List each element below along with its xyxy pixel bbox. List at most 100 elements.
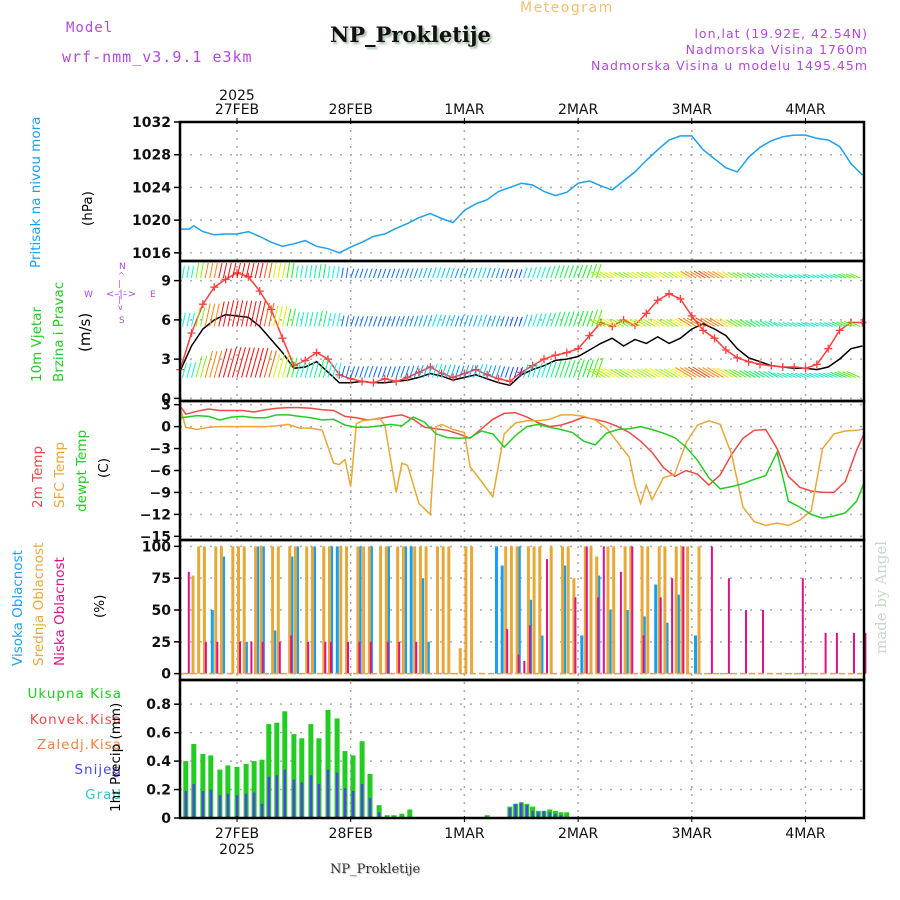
cloud-bar-srednja-oblacnost (322, 546, 326, 674)
cloud-bar-niska-oblacnost (204, 641, 207, 674)
cloud-bar-visoka-oblacnost (404, 546, 408, 674)
wind-arrow (432, 267, 437, 279)
wind-arrow (632, 368, 647, 378)
cloud-bar-niska-oblacnost (398, 641, 401, 674)
cloud-bar-niska-oblacnost (853, 632, 855, 674)
wind-arrow (500, 268, 505, 279)
wind-arrow (295, 312, 300, 327)
wind-arrow (668, 271, 679, 279)
wind-arrow (559, 265, 565, 279)
cloud-bar-visoka-oblacnost (256, 546, 260, 674)
compass-arrows-icon: <–|–> (106, 289, 137, 300)
wind-arrow (504, 366, 510, 378)
wind-arrow (518, 316, 523, 327)
cloud-bar-srednja-oblacnost (384, 546, 388, 674)
wind-arrow (213, 303, 220, 327)
wind-arrow (204, 351, 213, 378)
wind-arrow (427, 315, 433, 327)
wind-arrow (395, 365, 401, 378)
precip-bar-snijeg (554, 813, 557, 818)
wind-arrow (672, 368, 688, 378)
wind-arrow (541, 362, 548, 378)
wind-arrow (304, 312, 309, 327)
wind-arrow (687, 366, 706, 378)
wind-arrow (613, 271, 624, 279)
wind-arrow (259, 347, 269, 378)
cloud-bar-srednja-oblacnost (219, 546, 223, 674)
wind-arrow (209, 303, 216, 327)
wind-arrow (837, 273, 847, 279)
wind-arrow (195, 307, 201, 327)
wind-arrow (277, 262, 282, 279)
wind-arrow (647, 318, 661, 327)
wind-arrow (204, 262, 209, 279)
wind-arrow (218, 301, 225, 327)
cloud-bar-niska-oblacnost (619, 571, 622, 674)
wind-arrow (563, 265, 570, 279)
cloud-bar-srednja-oblacnost (663, 546, 667, 674)
cloud-bar-srednja-oblacnost (561, 546, 564, 674)
wind-arrow (824, 274, 833, 279)
wind-arrow (295, 265, 299, 279)
cloud-bar-niska-oblacnost (585, 546, 588, 674)
wind-arrow (404, 365, 410, 378)
precip-bar-ukupna-kisa (291, 734, 297, 818)
wind-arrow (659, 368, 674, 378)
wind-arrow (332, 362, 338, 378)
cloud-bar-srednja-oblacnost (242, 546, 246, 674)
wind-arrow (218, 348, 228, 378)
wind-arrow (772, 372, 783, 378)
wind-arrow (209, 262, 214, 279)
bottom-date-label: 3MAR (672, 826, 713, 842)
cloud-bar-niska-oblacnost (546, 559, 548, 674)
wind-arrow (477, 364, 484, 378)
cloud-bar-srednja-oblacnost (629, 546, 633, 674)
wind-arrow (454, 268, 460, 279)
wind-arrow (672, 271, 683, 279)
wind-arrow (523, 267, 528, 279)
precip-bar-ukupna-kisa (316, 738, 322, 818)
wind-arrow (309, 265, 313, 279)
wind-arrow (372, 366, 378, 378)
wind-arrow (820, 274, 829, 279)
precip-bar-snijeg (252, 792, 256, 818)
wind-arrow (318, 264, 322, 279)
precip-bar-snijeg (326, 769, 330, 818)
wind-arrow (595, 368, 611, 378)
top-date-label: 3MAR (672, 102, 713, 118)
cloud-bar-srednja-oblacnost (566, 546, 570, 674)
wind-arrow (377, 268, 382, 279)
y-tick-label: 1020 (132, 213, 171, 229)
cloud-bar-niska-oblacnost (631, 546, 634, 674)
wind-arrow (679, 367, 697, 378)
wind-arrow (563, 311, 571, 327)
cloud-bar-srednja-oblacnost (674, 546, 678, 674)
wind-arrow (441, 364, 447, 378)
wind-arrow (195, 355, 203, 378)
precip-bar-snijeg (184, 791, 188, 818)
wind-arrow (372, 316, 378, 327)
wind-arrow (654, 368, 670, 378)
y-tick-label: 9 (161, 274, 171, 290)
precip-bar-ukupna-kisa (342, 751, 348, 818)
wind-arrow (779, 274, 788, 279)
precip-bar-snijeg (317, 783, 321, 818)
precip-bar-ukupna-kisa (399, 813, 405, 818)
precip-bar-ukupna-kisa (208, 755, 214, 818)
precip-bar-snijeg (542, 810, 546, 818)
precip-bar-ukupna-kisa (200, 754, 206, 818)
cloud-bar-srednja-oblacnost (424, 546, 428, 674)
precip-bar-ukupna-kisa (308, 724, 314, 818)
wind-arrow (599, 368, 615, 378)
wind-arrow (614, 368, 629, 378)
wind-arrow (770, 272, 779, 279)
cloud-bar-srednja-oblacnost (572, 578, 576, 674)
wind-arrow (441, 267, 446, 279)
precip-bar-snijeg (283, 769, 286, 818)
precip-bar-snijeg (368, 798, 372, 818)
top-date-label: 27FEB (215, 102, 259, 118)
gust-marker (733, 353, 742, 362)
y-tick-label: −12 (140, 507, 171, 523)
wind-arrow (834, 371, 847, 378)
cloud-bar-visoka-oblacnost (654, 584, 658, 674)
